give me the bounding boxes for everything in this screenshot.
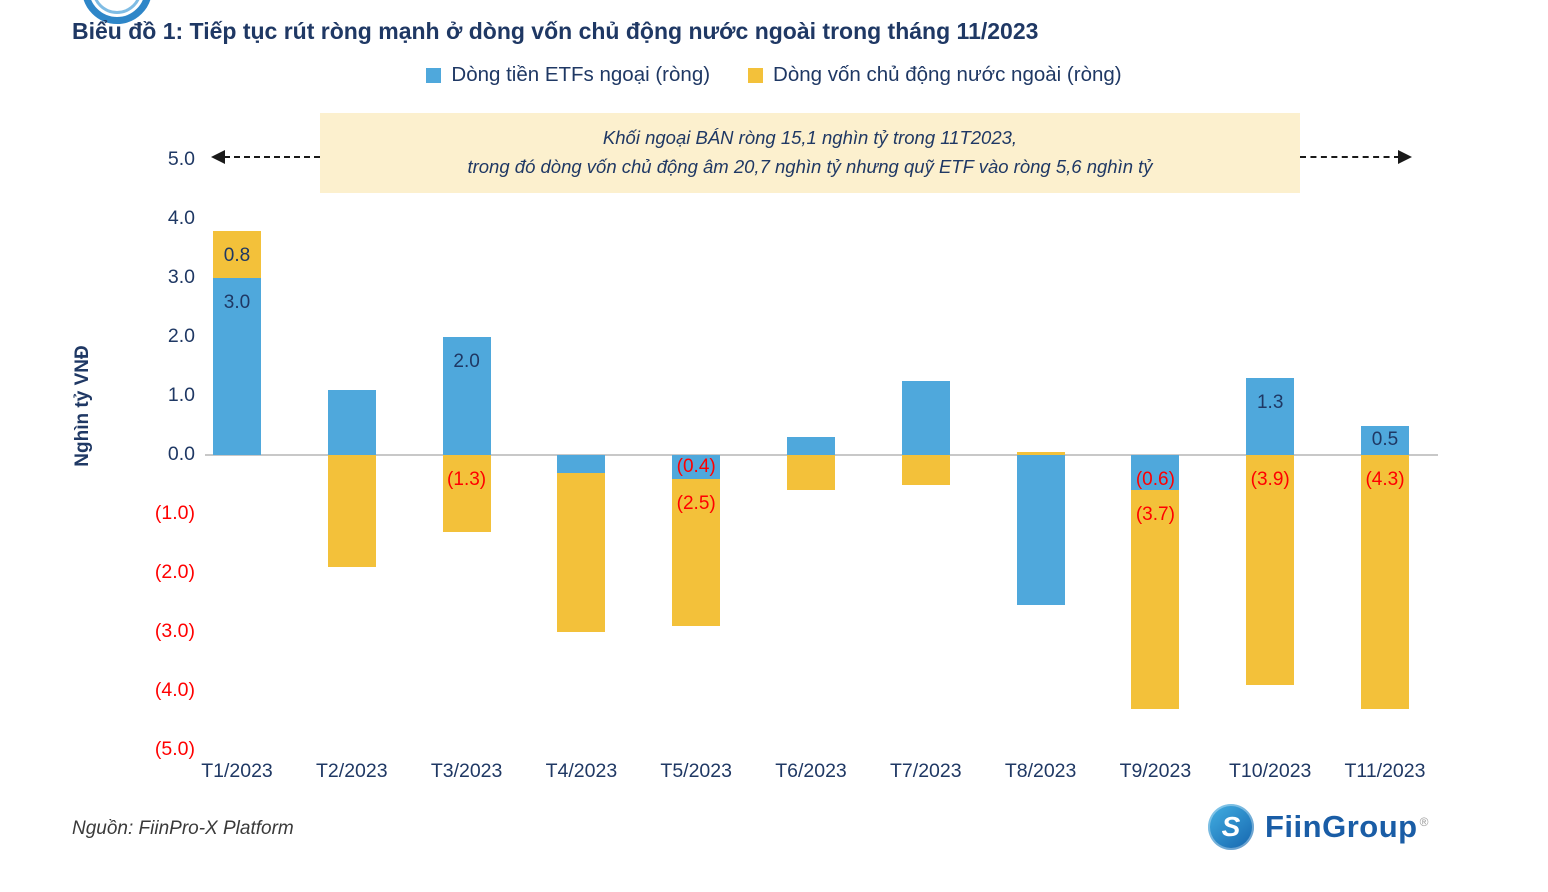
fiingroup-logo: S FiinGroup ® [1208,804,1429,850]
legend-item-active-funds: Dòng vốn chủ động nước ngoài (ròng) [748,63,1122,87]
legend-label-etf: Dòng tiền ETFs ngoại (ròng) [451,63,711,86]
bar-segment [1246,455,1295,686]
bar-segment [787,455,835,491]
source-note: Nguồn: FiinPro-X Platform [72,818,294,839]
bar-segment [557,455,606,473]
dashed-arrow-line-right [1300,156,1400,158]
brand-name: FiinGroup ® [1265,809,1429,845]
bar-segment [1361,455,1409,709]
y-axis-tick-label: (2.0) [154,561,195,583]
bar-segment [1016,452,1065,455]
bar-value-label: (3.9) [1250,469,1290,490]
bar-segment [1246,378,1295,455]
x-axis-label: T11/2023 [1344,760,1426,782]
bar-segment [327,455,376,568]
bar-segment [787,437,835,455]
legend-item-etf: Dòng tiền ETFs ngoại (ròng) [426,63,710,87]
dashed-arrow-line-left [224,156,320,158]
y-axis-tick-label: (3.0) [154,620,195,642]
bar-segment [901,455,950,485]
logo-monogram: S [1221,811,1241,842]
x-axis-label: T4/2023 [545,760,618,782]
bar-segment [327,390,376,455]
bar-segment [1016,455,1065,606]
x-axis-label: T2/2023 [316,760,388,782]
x-axis-label: T9/2023 [1119,760,1192,782]
bar-value-label: (3.7) [1135,504,1175,526]
x-axis-label: T10/2023 [1228,760,1312,782]
y-axis-tick-label: (1.0) [154,502,195,524]
annotation-line-1: Khối ngoại BÁN ròng 15,1 nghìn tỷ trong … [602,127,1018,149]
bar-segment [213,278,261,455]
bar-segment [1131,455,1180,491]
x-axis-label: T8/2023 [1004,760,1077,782]
bar-segment [557,472,606,632]
bar-value-label: (0.6) [1135,469,1175,490]
y-axis-tick-label: 2.0 [167,325,195,347]
x-axis-label: T1/2023 [201,760,273,782]
bar-value-label: 0.8 [223,244,251,266]
x-axis-label: T6/2023 [775,760,847,782]
bar-value-label: (4.3) [1365,469,1405,490]
arrowhead-right-icon [1398,150,1412,164]
bar-value-label: 2.0 [453,351,480,372]
legend: Dòng tiền ETFs ngoại (ròng) Dòng vốn chủ… [0,63,1548,87]
y-axis-tick-label: (5.0) [154,738,195,760]
y-axis-tick-label: 0.0 [167,443,195,465]
y-axis-tick-label: 4.0 [167,207,195,229]
fiingroup-logo-icon: S [1208,804,1254,850]
annotation-line-2: trong đó dòng vốn chủ động âm 20,7 nghìn… [467,156,1153,177]
brand-name-text: FiinGroup [1265,809,1418,844]
x-axis-label: T3/2023 [430,760,503,782]
bar-value-label: (2.5) [676,492,716,514]
y-axis-tick-label: (4.0) [154,679,195,701]
bar-segment [672,478,721,627]
y-axis-tick-label: 1.0 [167,384,195,406]
bar-segment [1131,490,1180,709]
chart-title: Biểu đồ 1: Tiếp tục rút ròng mạnh ở dòng… [72,18,1039,44]
x-axis-label: T5/2023 [660,760,732,782]
legend-swatch-active-funds-icon [748,67,764,83]
bar-value-label: 3.0 [223,292,251,313]
bar-segment [442,455,491,532]
bar-segment [672,455,721,479]
bar-segment [901,381,950,455]
bar-value-label: 1.3 [1256,392,1284,414]
bar-value-label: (0.4) [676,455,716,477]
annotation-box: Khối ngoại BÁN ròng 15,1 nghìn tỷ trong … [320,113,1300,193]
bar-segment [442,337,491,455]
y-axis-tick-label: 5.0 [167,148,195,170]
x-axis-label: T7/2023 [890,760,962,782]
arrowhead-left-icon [211,150,225,164]
legend-swatch-etf-icon [426,67,442,83]
bar-value-label: 0.5 [1371,429,1399,451]
bar-segment [213,230,261,278]
y-axis-tick-label: 3.0 [167,266,195,288]
bar-segment [1361,425,1409,455]
legend-label-active-funds: Dòng vốn chủ động nước ngoài (ròng) [773,63,1122,86]
registered-mark: ® [1419,814,1429,829]
bar-value-label: (1.3) [447,469,487,490]
